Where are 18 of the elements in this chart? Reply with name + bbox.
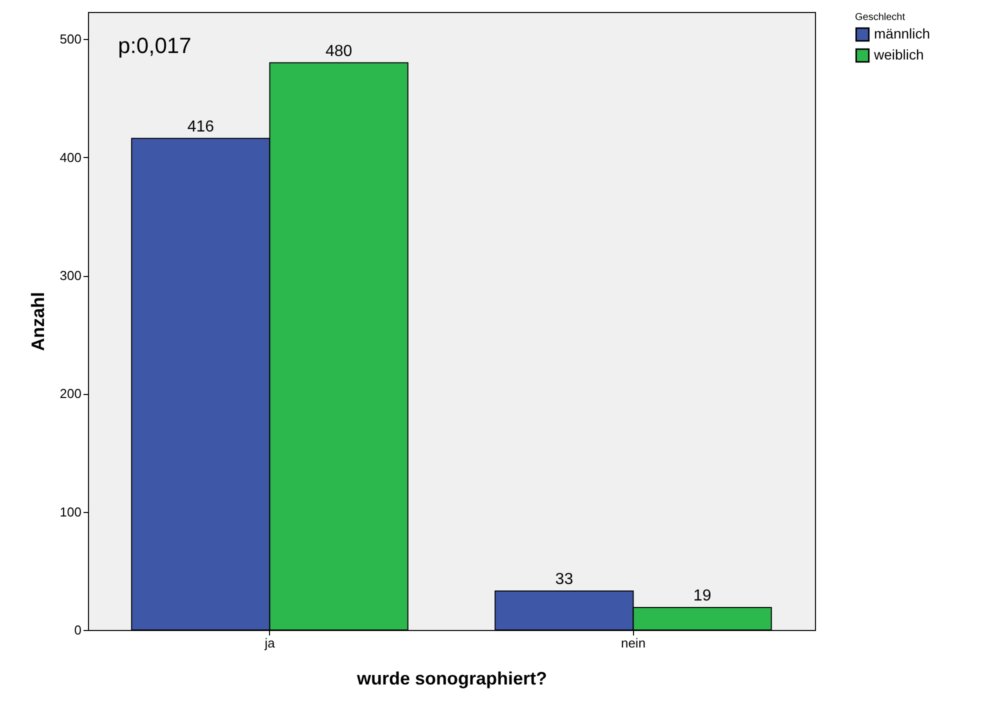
x-tick-label: nein	[620, 636, 646, 650]
data-label: 480	[325, 42, 352, 60]
y-tick-label: 0	[74, 622, 82, 638]
y-tick-label: 400	[60, 150, 82, 165]
x-tick-label: ja	[264, 636, 276, 650]
y-tick-label: 200	[60, 386, 82, 402]
annotation: p:0,017	[118, 33, 192, 58]
data-label: 19	[693, 588, 712, 605]
data-label: 33	[555, 571, 574, 588]
legend-label: männlich	[874, 26, 930, 42]
y-tick-label: 500	[60, 32, 82, 47]
data-label: 416	[187, 118, 214, 136]
y-tick-label: 300	[60, 268, 82, 284]
y-axis-title: Anzahl	[28, 292, 48, 352]
legend-label: weiblich	[873, 46, 924, 62]
legend-title: Geschlecht	[855, 12, 906, 23]
x-axis-title: wurde sonographiert?	[356, 668, 548, 688]
y-tick-label: 100	[60, 504, 82, 520]
